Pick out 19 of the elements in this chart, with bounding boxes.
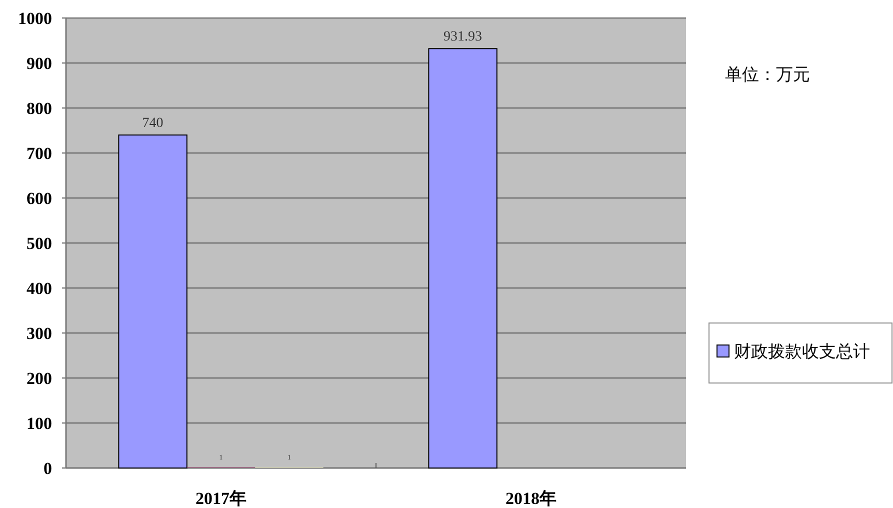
x-tick-label: 2017年	[196, 489, 246, 508]
y-tick-label: 100	[26, 414, 52, 433]
bar	[428, 48, 498, 468]
y-tick-label: 1000	[18, 9, 52, 28]
y-tick-label: 400	[26, 279, 52, 298]
y-tick-label: 500	[26, 234, 52, 253]
y-tick-label: 900	[26, 54, 52, 73]
y-tick-label: 0	[44, 459, 52, 478]
x-tick-label: 2018年	[506, 489, 556, 508]
data-label: 931.93	[444, 30, 482, 45]
bar	[118, 134, 188, 468]
y-tick-label: 700	[26, 144, 52, 163]
data-label: 740	[142, 116, 164, 131]
legend-label: 财政拨款收支总计	[734, 342, 870, 361]
y-tick-label: 800	[26, 99, 52, 118]
y-tick-label: 600	[26, 189, 52, 208]
text: 单位：万元	[725, 65, 810, 84]
y-tick-label: 300	[26, 324, 52, 343]
y-tick-label: 200	[26, 369, 52, 388]
